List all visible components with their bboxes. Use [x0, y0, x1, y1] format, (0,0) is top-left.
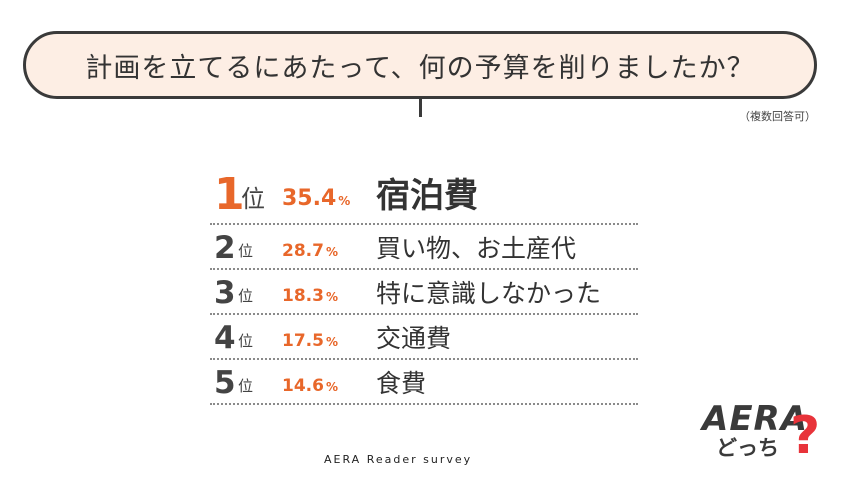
rank-number: 5: [214, 365, 236, 401]
percentage-label: 35.4%: [282, 188, 350, 210]
logo-question-mark: ?: [790, 406, 821, 466]
percentage-value: 14.6: [282, 376, 324, 396]
item-label: 買い物、お土産代: [376, 234, 577, 263]
ranking-row: 1 位 35.4% 宿泊費: [210, 165, 638, 225]
aera-dotchi-logo: AERA どっち ?: [702, 402, 826, 470]
percentage-value: 18.3: [282, 286, 324, 306]
question-bubble: 計画を立てるにあたって、何の予算を削りましたか？: [23, 31, 817, 99]
ranking-row: 2 位 28.7% 買い物、お土産代: [210, 225, 638, 270]
rank-number: 1: [214, 169, 245, 220]
ranking-row: 4 位 17.5% 交通費: [210, 315, 638, 360]
bubble-tail: [419, 99, 422, 117]
percent-sign: %: [325, 290, 338, 304]
item-label: 食費: [376, 369, 427, 398]
rank-number: 2: [214, 230, 236, 266]
percentage-label: 18.3%: [282, 288, 338, 305]
rank-suffix: 位: [238, 377, 254, 395]
ranking-row: 3 位 18.3% 特に意識しなかった: [210, 270, 638, 315]
percentage-value: 28.7: [282, 241, 324, 261]
multiple-answer-note: （複数回答可）: [739, 110, 816, 123]
percent-sign: %: [325, 245, 338, 259]
rank-number: 3: [214, 275, 236, 311]
ranking-row: 5 位 14.6% 食費: [210, 360, 638, 405]
percentage-value: 17.5: [282, 331, 324, 351]
percent-sign: %: [338, 194, 351, 208]
percentage-label: 14.6%: [282, 378, 338, 395]
rank-suffix: 位: [238, 287, 254, 305]
logo-word: AERA: [702, 399, 809, 439]
question-text: 計画を立てるにあたって、何の予算を削りましたか？: [85, 52, 755, 84]
percentage-label: 17.5%: [282, 333, 338, 350]
rank-suffix: 位: [238, 332, 254, 350]
logo-sub: どっち: [716, 436, 779, 460]
item-label: 交通費: [376, 324, 452, 353]
source-label: AERA Reader survey: [324, 453, 473, 466]
rank-suffix: 位: [238, 242, 254, 260]
percent-sign: %: [325, 335, 338, 349]
percentage-value: 35.4: [282, 186, 337, 211]
ranking-table: 1 位 35.4% 宿泊費 2 位 28.7% 買い物、お土産代 3 位 18.3% 特に意識しなかっ…: [210, 165, 638, 405]
item-label: 特に意識しなかった: [376, 279, 602, 308]
item-label: 宿泊費: [376, 176, 478, 216]
rank-suffix: 位: [241, 185, 265, 213]
rank-number: 4: [214, 320, 236, 356]
percentage-label: 28.7%: [282, 243, 338, 260]
percent-sign: %: [325, 380, 338, 394]
